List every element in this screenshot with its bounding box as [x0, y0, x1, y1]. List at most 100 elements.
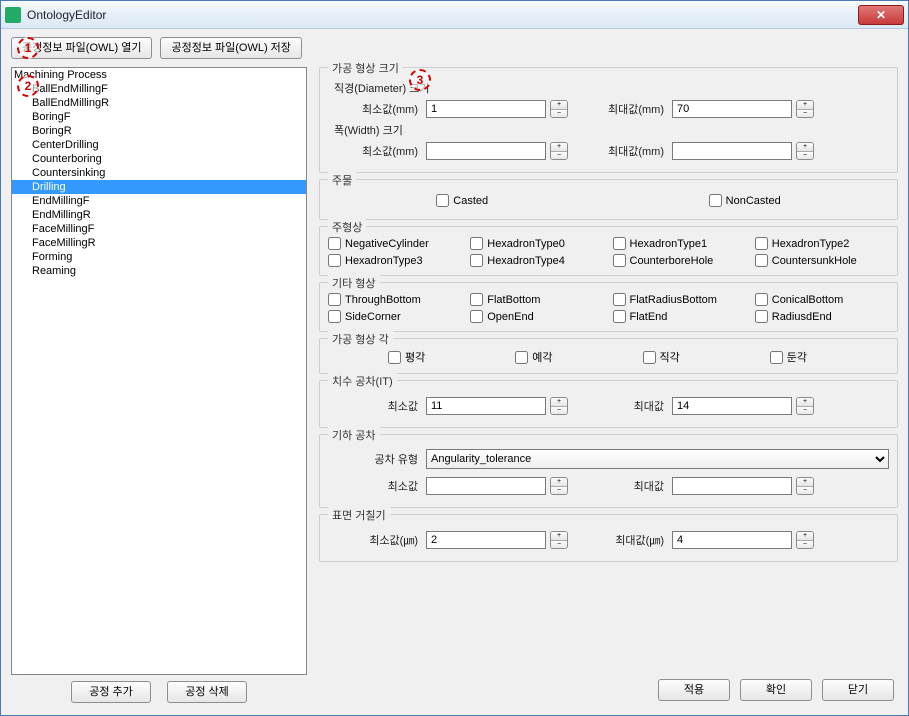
casting-legend: 주물	[328, 172, 356, 188]
other-shape-checkbox[interactable]: OpenEnd	[470, 310, 604, 323]
diameter-max-spin[interactable]: +−	[796, 100, 814, 118]
geo-min-spin[interactable]: +−	[550, 477, 568, 495]
right-column: 가공 형상 크기 직경(Diameter) 크기 최소값(mm) +− 최대값(…	[319, 67, 898, 703]
process-list-item[interactable]: EndMillingR	[12, 208, 306, 222]
process-list-item[interactable]: BoringR	[12, 124, 306, 138]
process-list-item[interactable]: CenterDrilling	[12, 138, 306, 152]
size-group: 가공 형상 크기 직경(Diameter) 크기 최소값(mm) +− 최대값(…	[319, 67, 898, 173]
process-list-item[interactable]: Countersinking	[12, 166, 306, 180]
close-dialog-button[interactable]: 닫기	[822, 679, 894, 701]
width-max-label: 최대값(mm)	[594, 143, 664, 159]
angle-legend: 가공 형상 각	[328, 331, 393, 347]
process-list-item[interactable]: Forming	[12, 250, 306, 264]
geo-min-input[interactable]	[426, 477, 546, 495]
window-title: OntologyEditor	[27, 8, 858, 22]
main-shape-legend: 주형상	[328, 219, 366, 235]
add-process-button[interactable]: 공정 추가	[71, 681, 151, 703]
geo-min-label: 최소값	[348, 478, 418, 494]
diameter-max-label: 최대값(mm)	[594, 101, 664, 117]
geo-max-input[interactable]	[672, 477, 792, 495]
noncasted-checkbox[interactable]: NonCasted	[709, 194, 781, 207]
other-shape-checkbox[interactable]: RadiusdEnd	[755, 310, 889, 323]
process-list-item[interactable]: FaceMillingR	[12, 236, 306, 250]
it-min-input[interactable]	[426, 397, 546, 415]
app-icon	[5, 7, 21, 23]
main-shape-checkbox[interactable]: CountersunkHole	[755, 254, 889, 267]
it-min-spin[interactable]: +−	[550, 397, 568, 415]
rough-max-input[interactable]	[672, 531, 792, 549]
process-list-item[interactable]: BallEndMillingF	[12, 82, 306, 96]
width-label: 폭(Width) 크기	[334, 122, 889, 138]
size-group-legend: 가공 형상 크기	[328, 60, 403, 76]
other-shape-checkbox[interactable]: FlatEnd	[613, 310, 747, 323]
geo-max-label: 최대값	[594, 478, 664, 494]
apply-button[interactable]: 적용	[658, 679, 730, 701]
process-list-header: Machining Process	[12, 68, 306, 82]
client-area: 공정정보 파일(OWL) 열기 공정정보 파일(OWL) 저장 Machinin…	[1, 29, 908, 715]
main-shape-checkbox[interactable]: HexadronType1	[613, 237, 747, 250]
process-listbox[interactable]: Machining ProcessBallEndMillingFBallEndM…	[11, 67, 307, 675]
angle-checkbox[interactable]: 예각	[515, 349, 634, 365]
annotation-marker-1: 1	[17, 37, 39, 59]
main-shape-checkbox[interactable]: HexadronType4	[470, 254, 604, 267]
main-shape-checkbox[interactable]: HexadronType0	[470, 237, 604, 250]
diameter-max-input[interactable]	[672, 100, 792, 118]
geo-max-spin[interactable]: +−	[796, 477, 814, 495]
casting-group: 주물 Casted NonCasted	[319, 179, 898, 220]
angle-checkbox[interactable]: 평각	[388, 349, 507, 365]
main-shape-checkbox[interactable]: HexadronType3	[328, 254, 462, 267]
angle-checkbox[interactable]: 직각	[643, 349, 762, 365]
it-max-input[interactable]	[672, 397, 792, 415]
rough-max-spin[interactable]: +−	[796, 531, 814, 549]
rough-max-label: 최대값(㎛)	[594, 532, 664, 548]
save-owl-button[interactable]: 공정정보 파일(OWL) 저장	[160, 37, 301, 59]
width-min-label: 최소값(mm)	[348, 143, 418, 159]
diameter-min-input[interactable]	[426, 100, 546, 118]
width-min-input[interactable]	[426, 142, 546, 160]
other-shape-checkbox[interactable]: FlatBottom	[470, 293, 604, 306]
process-list-item[interactable]: FaceMillingF	[12, 222, 306, 236]
toolbar: 공정정보 파일(OWL) 열기 공정정보 파일(OWL) 저장	[11, 37, 898, 59]
process-list-item[interactable]: Reaming	[12, 264, 306, 278]
width-min-spin[interactable]: +−	[550, 142, 568, 160]
tol-type-select[interactable]: Angularity_tolerance	[426, 449, 889, 469]
other-shape-checkbox[interactable]: ThroughBottom	[328, 293, 462, 306]
main-shape-checkbox[interactable]: HexadronType2	[755, 237, 889, 250]
diameter-min-spin[interactable]: +−	[550, 100, 568, 118]
roughness-group: 표면 거칠기 최소값(㎛) +− 최대값(㎛) +−	[319, 514, 898, 562]
other-shape-group: 기타 형상 ThroughBottomFlatBottomFlatRadiusB…	[319, 282, 898, 332]
bottom-buttons: 적용 확인 닫기	[658, 679, 894, 701]
tol-type-label: 공차 유형	[348, 451, 418, 467]
casted-checkbox[interactable]: Casted	[436, 194, 488, 207]
process-list-item[interactable]: Counterboring	[12, 152, 306, 166]
other-shape-checkbox[interactable]: FlatRadiusBottom	[613, 293, 747, 306]
tolerance-it-legend: 치수 공차(IT)	[328, 373, 397, 389]
it-min-label: 최소값	[348, 398, 418, 414]
annotation-marker-2: 2	[17, 75, 39, 97]
main-area: Machining ProcessBallEndMillingFBallEndM…	[11, 67, 898, 703]
angle-checkbox[interactable]: 둔각	[770, 349, 889, 365]
other-shape-checkbox[interactable]: ConicalBottom	[755, 293, 889, 306]
width-max-input[interactable]	[672, 142, 792, 160]
main-shape-checkbox[interactable]: CounterboreHole	[613, 254, 747, 267]
delete-process-button[interactable]: 공정 삭제	[167, 681, 247, 703]
angle-group: 가공 형상 각 평각예각직각둔각	[319, 338, 898, 374]
process-list-item[interactable]: Drilling	[12, 180, 306, 194]
rough-min-spin[interactable]: +−	[550, 531, 568, 549]
process-list-item[interactable]: BoringF	[12, 110, 306, 124]
width-max-spin[interactable]: +−	[796, 142, 814, 160]
it-max-spin[interactable]: +−	[796, 397, 814, 415]
app-window: OntologyEditor ✕ 1 2 3 공정정보 파일(OWL) 열기 공…	[0, 0, 909, 716]
other-shape-legend: 기타 형상	[328, 275, 380, 291]
rough-min-input[interactable]	[426, 531, 546, 549]
close-button[interactable]: ✕	[858, 5, 904, 25]
process-list-item[interactable]: EndMillingF	[12, 194, 306, 208]
main-shape-checkbox[interactable]: NegativeCylinder	[328, 237, 462, 250]
tolerance-it-group: 치수 공차(IT) 최소값 +− 최대값 +−	[319, 380, 898, 428]
other-shape-checkbox[interactable]: SideCorner	[328, 310, 462, 323]
left-column: Machining ProcessBallEndMillingFBallEndM…	[11, 67, 307, 703]
ok-button[interactable]: 확인	[740, 679, 812, 701]
geo-tolerance-legend: 기하 공차	[328, 427, 380, 443]
roughness-legend: 표면 거칠기	[328, 507, 390, 523]
process-list-item[interactable]: BallEndMillingR	[12, 96, 306, 110]
